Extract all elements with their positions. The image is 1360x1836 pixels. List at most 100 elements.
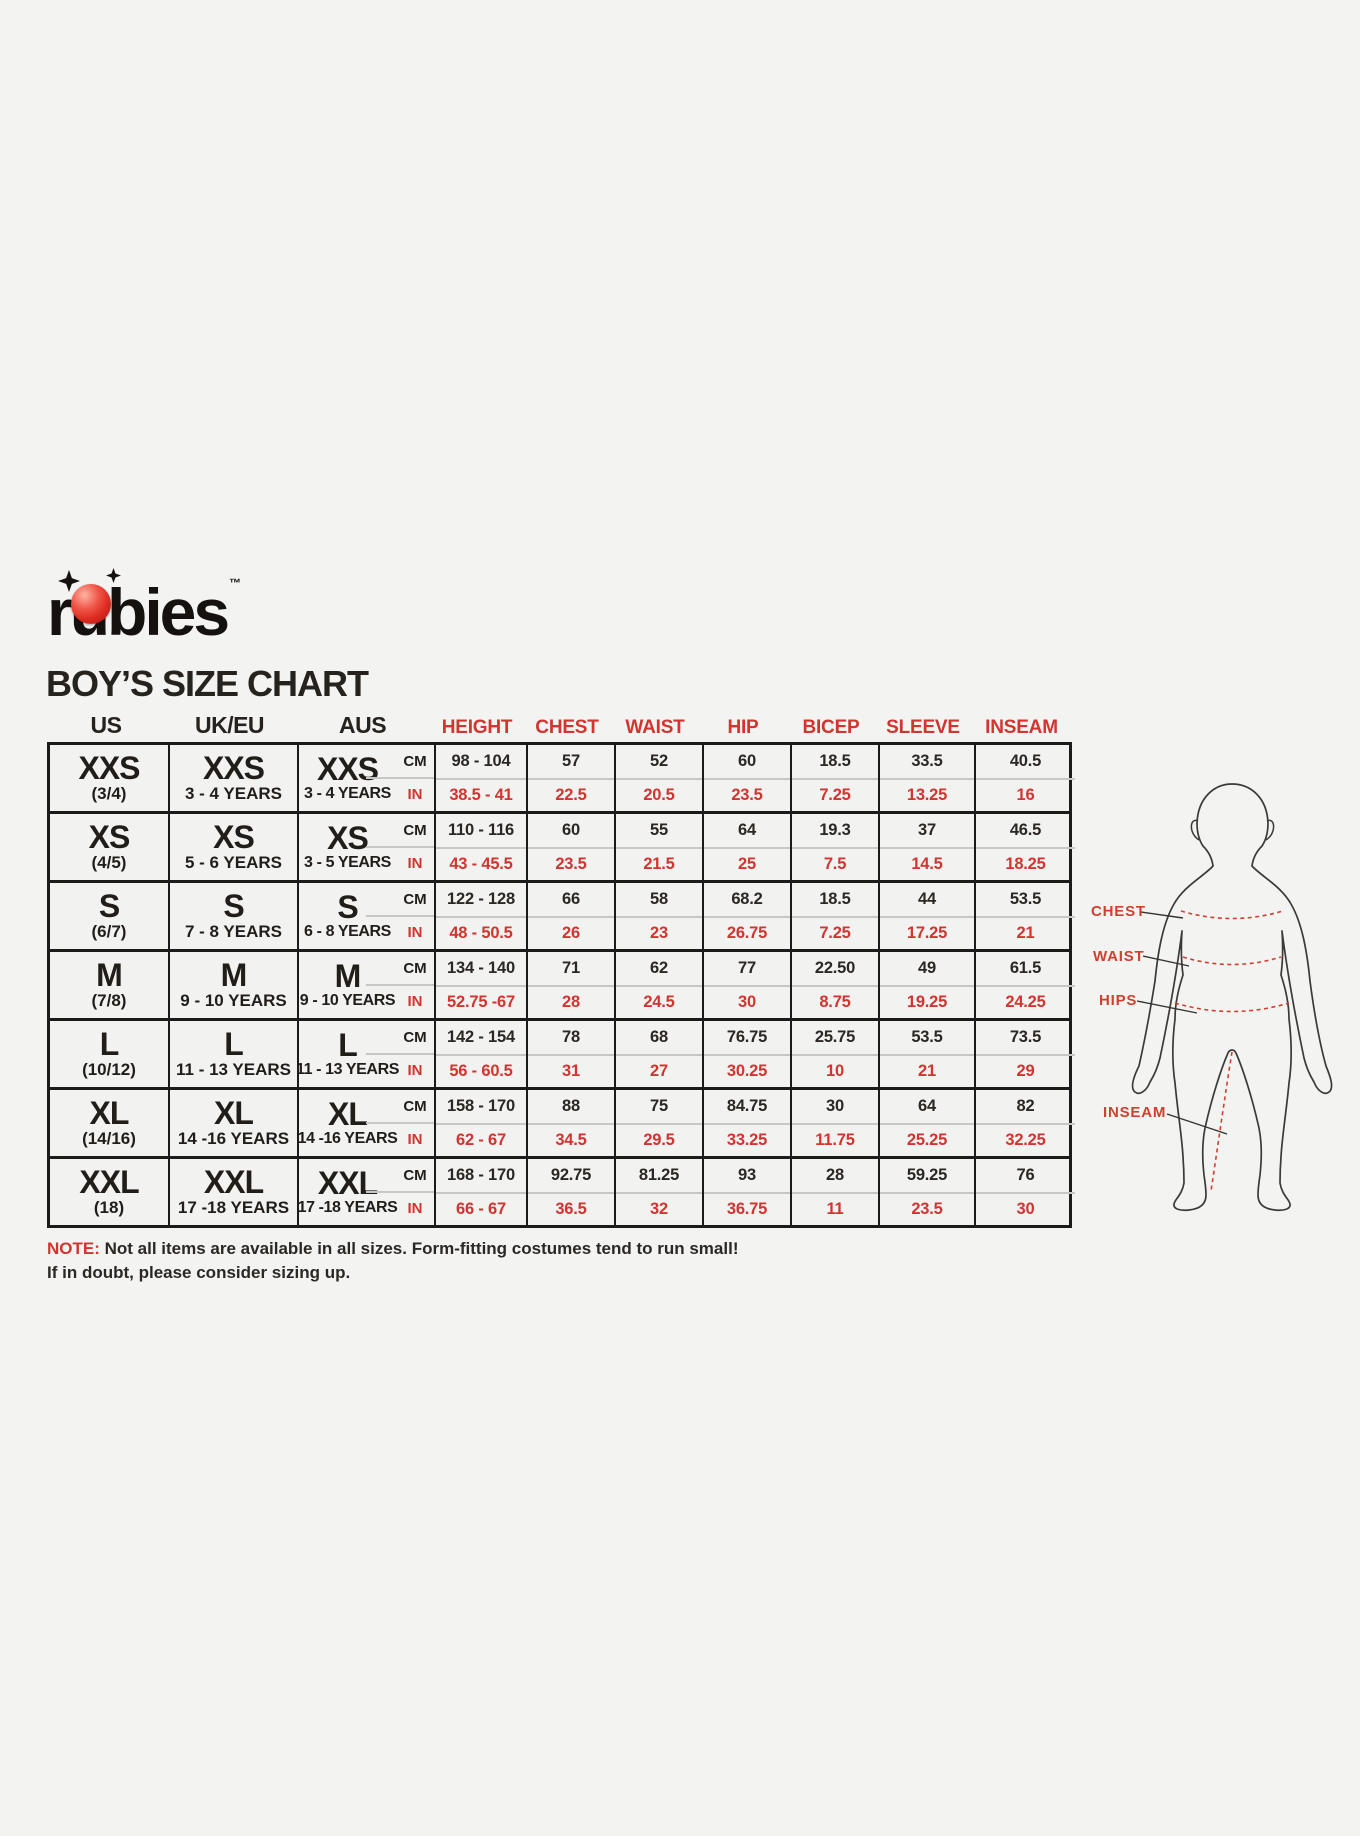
unit-cm-label: CM	[403, 1029, 427, 1046]
ukeu-years-label: 7 - 8 YEARS	[184, 921, 282, 941]
aus-size-label: XS	[327, 819, 369, 856]
sleeve-cell: 33.5 13.25	[878, 745, 974, 811]
height-in-value: 43 - 45.5	[436, 847, 526, 880]
chest-cell: 57 22.5	[526, 745, 614, 811]
bicep-cell: 30 11.75	[790, 1090, 878, 1156]
height-in-value: 38.5 - 41	[436, 778, 526, 811]
bicep-cell: 28 11	[790, 1159, 878, 1225]
col-header-aus: AUS	[338, 712, 387, 738]
page-title: BOY’S SIZE CHART	[46, 663, 369, 704]
height-cm-value: 110 - 116	[447, 821, 515, 839]
aus-size-label: XL	[328, 1095, 368, 1132]
chest-cell: 78 31	[526, 1021, 614, 1087]
waist-cm-value: 55	[650, 821, 668, 839]
chest-cm-value: 71	[562, 959, 580, 977]
col-header-chest: CHEST	[535, 717, 599, 738]
sleeve-in-value: 19.25	[880, 985, 974, 1018]
inseam-in-value: 21	[976, 916, 1075, 949]
waist-cell: 68 27	[614, 1021, 702, 1087]
hip-cm-value: 77	[738, 959, 756, 977]
hips-leader-line	[1136, 1000, 1198, 1014]
height-in-value: 66 - 67	[436, 1192, 526, 1225]
ukeu-size-cell: S 7 - 8 YEARS	[168, 883, 297, 949]
ukeu-size-label: L	[224, 1025, 244, 1062]
aus-years-label: 3 - 4 YEARS	[304, 784, 391, 802]
inseam-cm-value: 73.5	[1009, 1028, 1042, 1046]
hip-cell: 64 25	[702, 814, 790, 880]
inseam-cm-value: 82	[1016, 1097, 1035, 1115]
inseam-in-value: 18.25	[976, 847, 1075, 880]
sleeve-in-value: 23.5	[880, 1192, 974, 1225]
aus-years-label: 9 - 10 YEARS	[299, 991, 396, 1009]
aus-size-cell: XXS 3 - 4 YEARS	[297, 745, 396, 811]
sleeve-cm-value: 33.5	[911, 752, 943, 770]
note-prefix: NOTE:	[47, 1239, 100, 1258]
bicep-in-value: 10	[792, 1054, 878, 1087]
sparkle-icon	[57, 570, 80, 592]
bicep-cell: 25.75 10	[790, 1021, 878, 1087]
us-size-cell: S (6/7)	[50, 883, 168, 949]
inseam-dashed-line	[1210, 1051, 1233, 1192]
chest-in-value: 34.5	[528, 1123, 614, 1156]
chest-cm-value: 57	[562, 752, 580, 770]
hip-in-value: 26.75	[704, 916, 790, 949]
hip-cell: 68.2 26.75	[702, 883, 790, 949]
inseam-cell: 82 32.25	[974, 1090, 1075, 1156]
chest-leader-line	[1140, 911, 1184, 919]
logo-u: u	[57, 568, 121, 656]
hip-cell: 84.75 33.25	[702, 1090, 790, 1156]
waist-cell: 55 21.5	[614, 814, 702, 880]
waist-cell: 75 29.5	[614, 1090, 702, 1156]
table-row: L (10/12) L 11 - 13 YEARS L 11 - 13 YEAR…	[50, 1018, 1075, 1087]
hip-in-value: 23.5	[704, 778, 790, 811]
waist-in-value: 20.5	[616, 778, 702, 811]
inseam-cell: 53.5 21	[974, 883, 1075, 949]
sleeve-cell: 49 19.25	[878, 952, 974, 1018]
sleeve-cm-value: 64	[918, 1097, 936, 1115]
ukeu-size-cell: XS 5 - 6 YEARS	[168, 814, 297, 880]
bicep-in-value: 11.75	[792, 1123, 878, 1156]
waist-figure-label: WAIST	[1093, 948, 1145, 965]
unit-cell: CM IN	[366, 1090, 434, 1156]
ukeu-size-cell: XXS 3 - 4 YEARS	[168, 745, 297, 811]
ukeu-size-cell: XL 14 -16 YEARS	[168, 1090, 297, 1156]
ukeu-size-label: XS	[213, 818, 255, 855]
unit-cell: CM IN	[366, 952, 434, 1018]
chest-cm-value: 78	[562, 1028, 580, 1046]
body-measurement-figure: CHEST WAIST HIPS INSEAM	[1085, 745, 1360, 1245]
unit-in-label: IN	[366, 1191, 434, 1225]
bicep-in-value: 7.5	[792, 847, 878, 880]
hip-cell: 93 36.75	[702, 1159, 790, 1225]
height-cm-value: 168 - 170	[447, 1166, 515, 1184]
us-size-cell: XS (4/5)	[50, 814, 168, 880]
waist-in-value: 24.5	[616, 985, 702, 1018]
inseam-leader-line	[1166, 1113, 1228, 1135]
chest-in-value: 26	[528, 916, 614, 949]
chest-cell: 71 28	[526, 952, 614, 1018]
trademark-symbol: ™	[229, 576, 242, 590]
inseam-cm-value: 61.5	[1009, 959, 1042, 977]
sleeve-in-value: 25.25	[880, 1123, 974, 1156]
inseam-in-value: 16	[976, 778, 1075, 811]
waist-in-value: 27	[616, 1054, 702, 1087]
chest-in-value: 36.5	[528, 1192, 614, 1225]
bicep-cm-value: 18.5	[819, 752, 851, 770]
unit-cell: CM IN	[366, 1021, 434, 1087]
height-cm-value: 134 - 140	[447, 959, 515, 977]
ukeu-years-label: 3 - 4 YEARS	[184, 783, 282, 803]
aus-size-cell: L 11 - 13 YEARS	[296, 1021, 399, 1087]
sleeve-in-value: 21	[880, 1054, 974, 1087]
us-size-sublabel: (3/4)	[91, 783, 127, 803]
note-text: NOTE: Not all items are available in all…	[47, 1237, 807, 1285]
aus-size-cell: M 9 - 10 YEARS	[297, 952, 396, 1018]
aus-size-label: S	[337, 888, 358, 925]
waist-in-value: 23	[616, 916, 702, 949]
height-cell: 142 - 154 56 - 60.5	[434, 1021, 526, 1087]
chest-cell: 92.75 36.5	[526, 1159, 614, 1225]
ukeu-years-label: 17 -18 YEARS	[177, 1197, 290, 1217]
unit-in-label: IN	[366, 846, 434, 880]
chest-cm-value: 60	[562, 821, 580, 839]
us-size-sublabel: (18)	[93, 1197, 125, 1217]
aus-size-label: L	[338, 1026, 358, 1063]
unit-in-label: IN	[366, 777, 434, 811]
